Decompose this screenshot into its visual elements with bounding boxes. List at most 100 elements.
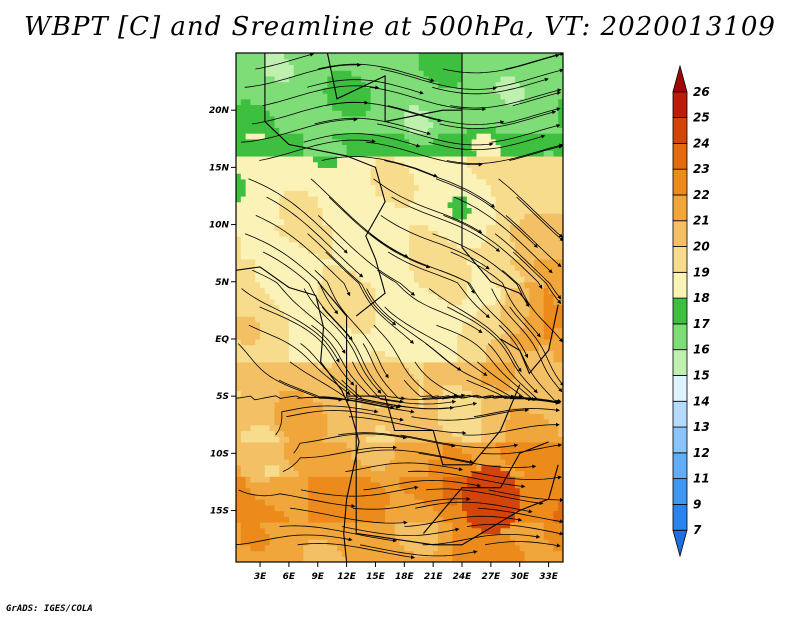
field-cell bbox=[365, 539, 372, 546]
field-cell bbox=[413, 453, 420, 460]
field-cell bbox=[476, 539, 482, 546]
field-cell bbox=[418, 361, 425, 369]
field-cell bbox=[385, 493, 391, 500]
field-cell bbox=[558, 424, 563, 432]
field-cell bbox=[495, 201, 502, 209]
field-cell bbox=[505, 556, 511, 562]
field-cell bbox=[351, 213, 357, 220]
field-cell bbox=[341, 173, 348, 180]
field-cell bbox=[534, 544, 540, 552]
field-cell bbox=[317, 539, 324, 546]
field-cell bbox=[308, 247, 314, 254]
field-cell bbox=[471, 470, 478, 477]
field-cell bbox=[457, 436, 463, 443]
field-cell bbox=[514, 481, 521, 489]
field-cell bbox=[336, 521, 343, 529]
field-cell bbox=[529, 178, 535, 186]
field-cell bbox=[245, 281, 252, 289]
field-cell bbox=[534, 350, 540, 357]
field-cell bbox=[529, 424, 535, 432]
field-cell bbox=[466, 224, 473, 231]
field-cell bbox=[524, 155, 530, 163]
field-cell bbox=[524, 293, 530, 300]
field-cell bbox=[428, 281, 434, 289]
field-cell bbox=[322, 510, 328, 517]
field-cell bbox=[380, 350, 386, 357]
field-cell bbox=[365, 447, 372, 454]
field-cell bbox=[250, 378, 256, 386]
field-cell bbox=[293, 190, 300, 197]
field-cell bbox=[447, 419, 453, 426]
field-cell bbox=[471, 367, 478, 374]
field-cell bbox=[341, 476, 348, 483]
field-cell bbox=[538, 470, 545, 477]
field-cell bbox=[399, 350, 405, 357]
field-cell bbox=[284, 276, 290, 283]
field-cell bbox=[385, 544, 391, 552]
field-cell bbox=[284, 264, 290, 271]
field-cell bbox=[303, 236, 309, 243]
field-cell bbox=[553, 338, 559, 346]
field-cell bbox=[312, 384, 319, 392]
field-cell bbox=[442, 350, 449, 357]
field-cell bbox=[500, 499, 506, 506]
field-cell bbox=[514, 459, 521, 466]
field-cell bbox=[240, 310, 247, 317]
field-cell bbox=[312, 338, 319, 346]
field-cell bbox=[548, 213, 554, 220]
field-cell bbox=[486, 190, 492, 197]
field-cell bbox=[274, 459, 280, 466]
field-cell bbox=[486, 539, 492, 546]
field-cell bbox=[394, 310, 401, 317]
field-cell bbox=[308, 373, 314, 380]
field-cell bbox=[538, 504, 545, 512]
field-cell bbox=[394, 390, 401, 397]
field-cell bbox=[356, 453, 362, 460]
field-cell bbox=[308, 304, 314, 311]
field-cell bbox=[476, 236, 482, 243]
field-cell bbox=[250, 167, 256, 174]
field-cell bbox=[341, 367, 348, 374]
field-cell bbox=[346, 493, 353, 500]
field-cell bbox=[365, 144, 372, 151]
field-cell bbox=[336, 264, 343, 271]
field-cell bbox=[538, 459, 545, 466]
field-cell bbox=[457, 556, 463, 562]
field-cell bbox=[385, 436, 391, 443]
field-cell bbox=[418, 539, 425, 546]
field-cell bbox=[255, 527, 261, 535]
field-cell bbox=[260, 195, 266, 203]
field-cell bbox=[399, 464, 405, 472]
field-cell bbox=[500, 407, 506, 414]
field-cell bbox=[418, 441, 425, 449]
field-cell bbox=[418, 190, 425, 197]
field-cell bbox=[457, 476, 463, 483]
field-cell bbox=[529, 270, 535, 277]
field-cell bbox=[370, 527, 377, 535]
field-cell bbox=[433, 521, 439, 529]
field-cell bbox=[240, 253, 247, 260]
field-cell bbox=[490, 550, 497, 557]
field-cell bbox=[240, 316, 247, 323]
field-cell bbox=[495, 539, 502, 546]
field-cell bbox=[409, 378, 415, 386]
field-cell bbox=[548, 173, 554, 180]
field-cell bbox=[322, 310, 328, 317]
field-cell bbox=[332, 436, 338, 443]
field-cell bbox=[264, 453, 271, 460]
field-cell bbox=[514, 247, 521, 254]
field-cell bbox=[250, 419, 256, 426]
field-cell bbox=[558, 161, 563, 168]
field-cell bbox=[543, 378, 550, 386]
field-cell bbox=[274, 253, 280, 260]
field-cell bbox=[279, 373, 285, 380]
field-cell bbox=[538, 510, 545, 517]
field-cell bbox=[245, 316, 252, 323]
field-cell bbox=[332, 184, 338, 191]
field-cell bbox=[399, 173, 405, 180]
chart-title: WBPT [C] and Sreamline at 500hPa, VT: 20… bbox=[24, 12, 776, 42]
field-cell bbox=[538, 201, 545, 209]
field-cell bbox=[351, 390, 357, 397]
field-cell bbox=[375, 338, 381, 346]
field-cell bbox=[351, 521, 357, 529]
